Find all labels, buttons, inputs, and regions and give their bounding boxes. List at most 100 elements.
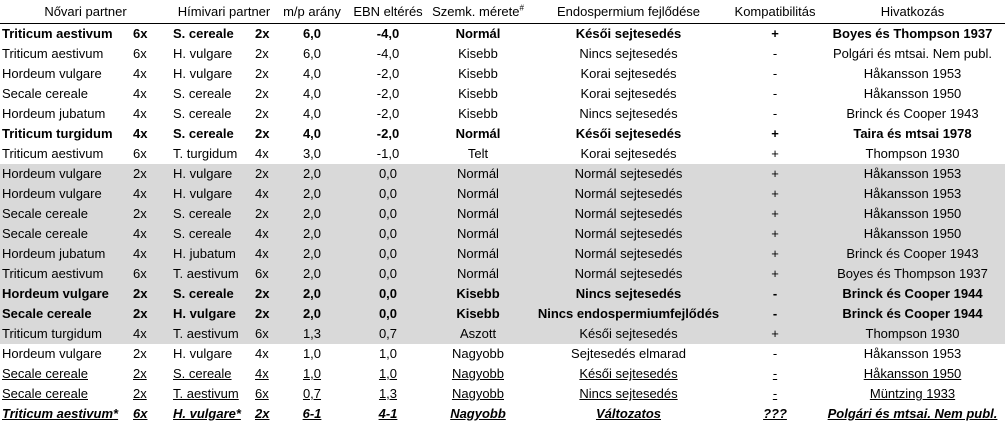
cell-seed-size: Nagyobb [451,366,505,381]
cell-male-partner: S. cereale [173,366,232,381]
table-row: Hordeum vulgare 4x H. vulgare 2x 4,0 -2,0 Kise… [0,64,1005,84]
cell-compatibility: - [772,106,778,121]
cell-mp-ratio: 4,0 [302,66,322,81]
cell-female-partner: Triticum aestivum* [2,406,119,421]
cell-female-partner: Secale cereale [0,224,131,244]
cell-female-partner: Triticum turgidum [2,126,113,141]
cell-reference: Håkansson 1953 [863,346,962,361]
cell-male-partner: T. aestivum [173,386,239,401]
cell-reference: Brinck és Cooper 1944 [820,304,1005,324]
cell-seed-size: Nagyobb [450,406,506,421]
cell-female-ploidy: 2x [133,386,147,401]
cell-compatibility: + [730,244,820,264]
table-row: Secale cereale 2x T. aestivum 6x 0,7 1,3 Nagyo… [0,384,1005,404]
cell-mp-ratio: 2,0 [277,304,347,324]
cell-ebn-deviation: 0,0 [347,204,429,224]
cell-ebn-deviation: 0,0 [347,264,429,284]
cell-reference: Håkansson 1953 [820,184,1005,204]
cell-male-partner: H. vulgare [171,164,253,184]
cell-male-ploidy: 2x [255,406,270,421]
cell-male-ploidy: 4x [255,346,269,361]
cell-female-partner: Secale cereale [2,366,88,381]
cell-female-ploidy: 6x [133,406,148,421]
cell-reference: Håkansson 1953 [820,164,1005,184]
cell-female-ploidy: 2x [131,164,171,184]
cell-female-partner: Triticum turgidum [0,324,131,344]
cell-ebn-deviation: 1,3 [378,386,398,401]
cell-endosperm-development: Késői sejtesedés [579,366,678,381]
cell-ebn-deviation: -4,0 [376,46,400,61]
cell-male-ploidy: 4x [253,244,277,264]
cell-ebn-deviation: 0,7 [347,324,429,344]
cell-endosperm-development: Normál sejtesedés [527,224,730,244]
cell-ebn-deviation: 0,0 [347,284,429,304]
cell-ebn-deviation: 0,0 [347,164,429,184]
cell-male-partner: H. vulgare [171,304,253,324]
table-row: Secale cereale 2x H. vulgare 2x 2,0 0,0 Kisebb… [0,304,1005,324]
header-compatibility: Kompatibilitás [730,0,820,24]
cell-male-ploidy: 6x [253,264,277,284]
cell-female-partner: Secale cereale [2,386,88,401]
cell-reference: Brinck és Cooper 1944 [820,284,1005,304]
cell-male-ploidy: 2x [255,86,269,101]
cell-ebn-deviation: -2,0 [376,106,400,121]
header-reference: Hivatkozás [820,0,1005,24]
cell-compatibility: + [730,184,820,204]
cell-mp-ratio: 2,0 [277,184,347,204]
cell-mp-ratio: 1,3 [277,324,347,344]
cell-female-ploidy: 2x [133,346,147,361]
table-row: Secale cereale 4x S. cereale 4x 2,0 0,0 Normál… [0,224,1005,244]
cell-endosperm-development: Korai sejtesedés [580,146,677,161]
cell-male-ploidy: 2x [255,26,270,41]
cell-mp-ratio: 3,0 [302,146,322,161]
header-mp-ratio: m/p arány [277,0,347,24]
cell-ebn-deviation: 0,0 [347,244,429,264]
cell-seed-size: Kisebb [458,46,498,61]
header-ebn-deviation: EBN eltérés [347,0,429,24]
cell-seed-size: Normál [455,26,501,41]
header-seed-size-mark: # [519,3,524,13]
table-row: Secale cereale 2x S. cereale 2x 2,0 0,0 Normál… [0,204,1005,224]
cell-female-ploidy: 4x [133,66,147,81]
cell-male-partner: H. vulgare* [173,406,241,421]
cell-female-ploidy: 6x [133,46,147,61]
cell-female-ploidy: 4x [131,224,171,244]
cell-reference: Håkansson 1950 [863,86,962,101]
cell-female-partner: Hordeum vulgare [0,284,131,304]
cell-compatibility: - [772,366,778,381]
cell-female-ploidy: 4x [131,244,171,264]
cell-mp-ratio: 1,0 [302,366,322,381]
cell-male-partner: H. vulgare [173,346,233,361]
cell-endosperm-development: Késői sejtesedés [575,126,682,141]
cell-endosperm-development: Nincs sejtesedés [579,386,678,401]
header-row: Nővari partner Hímivari partner m/p arán… [0,0,1005,24]
cell-endosperm-development: Normál sejtesedés [527,164,730,184]
cell-seed-size: Nagyobb [451,386,505,401]
cell-compatibility: + [771,26,779,41]
cell-male-ploidy: 2x [253,204,277,224]
cell-endosperm-development: Nincs sejtesedés [579,106,678,121]
cell-female-ploidy: 2x [131,204,171,224]
cell-compatibility: - [772,386,778,401]
cell-compatibility: + [730,264,820,284]
cell-female-partner: Hordeum vulgare [0,184,131,204]
cell-reference: Håkansson 1953 [863,66,962,81]
cell-mp-ratio: 2,0 [277,284,347,304]
cell-ebn-deviation: 0,0 [347,184,429,204]
cell-male-partner: H. jubatum [171,244,253,264]
cell-ebn-deviation: 1,0 [378,346,398,361]
table-row: Triticum turgidum 4x T. aestivum 6x 1,3 0,7 As… [0,324,1005,344]
cell-compatibility: + [730,164,820,184]
cell-ebn-deviation: -2,0 [376,126,400,141]
cell-mp-ratio: 1,0 [302,346,322,361]
cell-female-partner: Hordeum jubatum [0,244,131,264]
cell-ebn-deviation: 4-1 [378,406,398,421]
cell-reference: Taira és mtsai 1978 [853,126,972,141]
cell-male-ploidy: 2x [255,46,269,61]
cell-seed-size: Normál [429,224,527,244]
cell-female-partner: Triticum aestivum [0,264,131,284]
cell-compatibility: - [772,86,778,101]
cell-endosperm-development: Normál sejtesedés [527,184,730,204]
cell-compatibility: - [772,346,778,361]
header-seed-size: Szemk. mérete# [429,0,527,24]
